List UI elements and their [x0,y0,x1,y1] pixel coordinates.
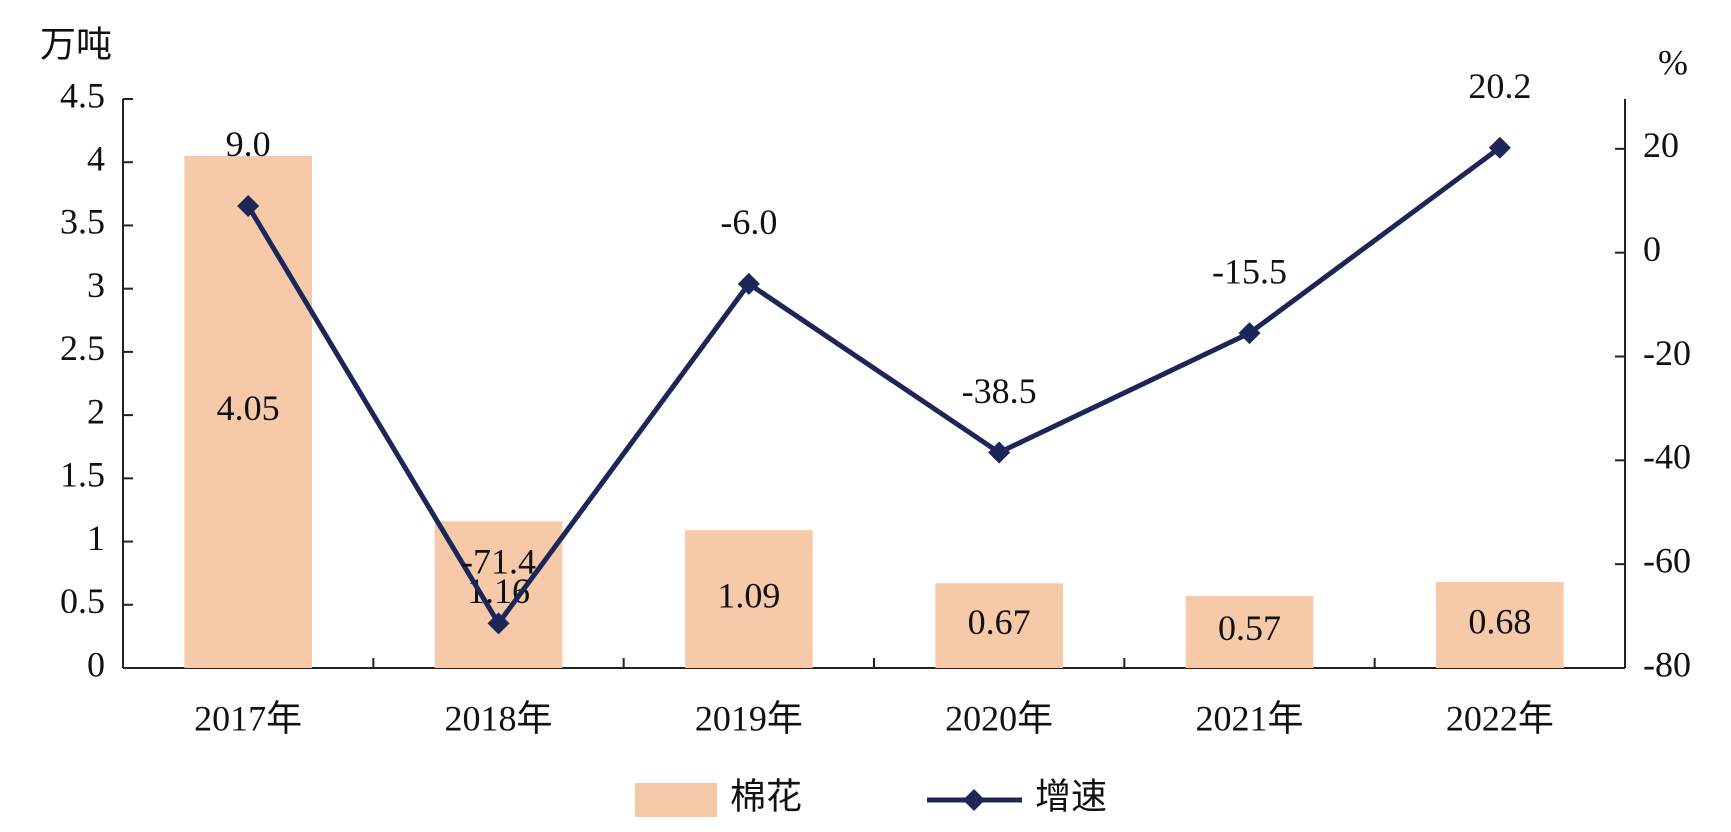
y-tick-label: 2 [87,391,105,431]
line-marker [1238,322,1261,345]
line-value-label: 20.2 [1468,66,1531,106]
x-tick-label: 2021年 [1195,698,1303,738]
line-value-label: -71.4 [461,542,536,582]
legend-marker [963,789,985,811]
line-value-label: -15.5 [1212,251,1287,291]
bar-value-label: 0.57 [1218,608,1281,648]
line-marker [988,441,1011,464]
y-tick-label: 0.5 [60,581,105,621]
x-tick-label: 2020年 [945,698,1053,738]
legend-label: 棉花 [730,776,802,816]
legend-swatch [635,783,717,817]
x-tick-label: 2018年 [444,698,552,738]
bar [935,583,1064,668]
y2-tick-label: 20 [1643,125,1679,165]
y2-tick-label: 0 [1643,229,1661,269]
y-tick-label: 1.5 [60,455,105,495]
y-tick-label: 4 [87,138,105,178]
y-tick-label: 1 [87,518,105,558]
y2-tick-label: -20 [1643,333,1691,373]
legend-label: 增速 [1035,776,1107,816]
line [246,145,1502,628]
y2-tick-label: -40 [1643,437,1691,477]
bar-value-label: 0.68 [1468,601,1531,641]
line-marker [487,612,510,635]
line-value-label: -38.5 [962,371,1037,411]
y2-axis-title: % [1658,42,1688,82]
y-tick-label: 3.5 [60,202,105,242]
bar [1435,582,1564,668]
bar-value-label: 4.05 [217,388,280,428]
line-marker [1488,136,1511,159]
bar [184,155,313,668]
bar [684,530,813,668]
bar-value-label: 1.09 [717,575,780,615]
bar [1185,595,1314,668]
line-marker [737,272,760,295]
x-tick-label: 2022年 [1446,698,1554,738]
y-tick-label: 0 [87,644,105,684]
line-marker [237,194,260,217]
y-tick-label: 2.5 [60,328,105,368]
x-tick-label: 2019年 [695,698,803,738]
bar-value-label: 0.67 [968,602,1031,642]
y2-tick-label: -60 [1643,540,1691,580]
bar [434,521,563,668]
y2-tick-label: -80 [1643,644,1691,684]
y-tick-label: 4.5 [60,75,105,115]
y-tick-label: 3 [87,265,105,305]
line-value-label: 9.0 [226,124,271,164]
x-tick-label: 2017年 [194,698,302,738]
y-axis-title: 万吨 [40,24,112,64]
line-value-label: -6.0 [720,202,777,242]
